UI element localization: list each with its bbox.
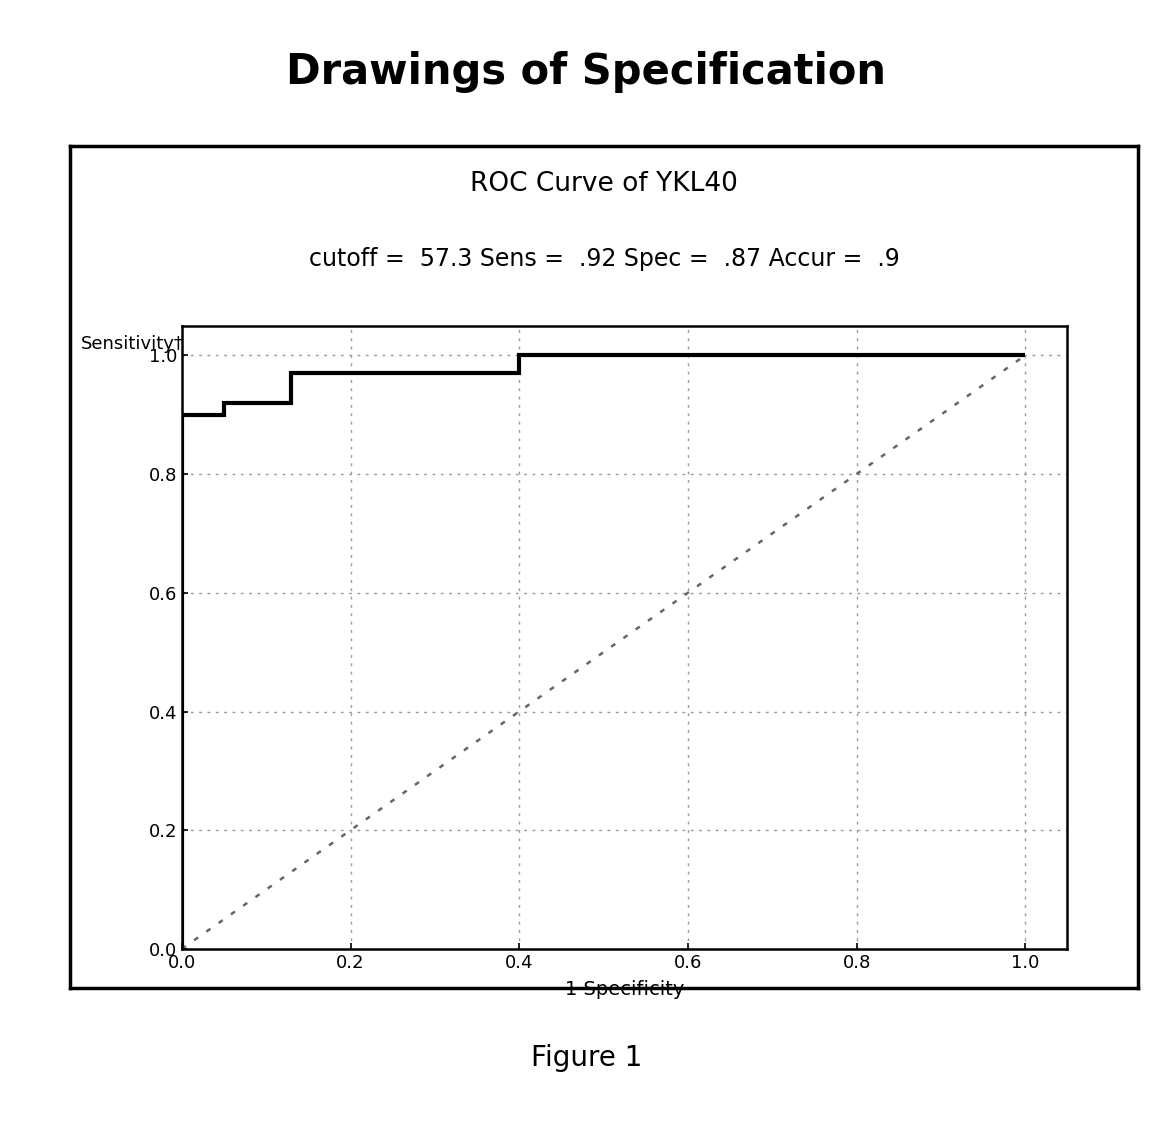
Text: cutoff =  57.3 Sens =  .92 Spec =  .87 Accur =  .9: cutoff = 57.3 Sens = .92 Spec = .87 Accu… [308, 247, 900, 271]
X-axis label: 1-Specificity: 1-Specificity [564, 980, 685, 999]
Text: Sensitivity†: Sensitivity† [81, 336, 184, 354]
Text: Figure 1: Figure 1 [531, 1044, 642, 1072]
Text: ROC Curve of YKL40: ROC Curve of YKL40 [470, 172, 738, 198]
Text: Drawings of Specification: Drawings of Specification [286, 51, 887, 92]
